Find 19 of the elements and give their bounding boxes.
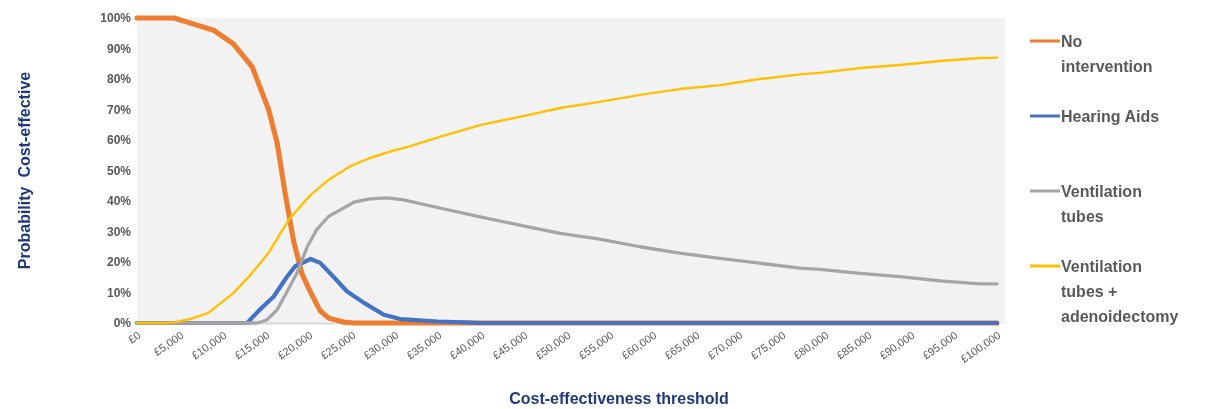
y-tick-label: 100% [100,11,132,26]
y-tick-label: 80% [106,72,132,87]
y-tick-label: 30% [106,224,132,239]
y-tick-label: 40% [106,194,132,209]
x-axis-title: Cost-effectiveness threshold [509,390,729,407]
y-axis-title: Probability Cost-effective [16,71,33,270]
y-tick-label: 20% [106,255,132,270]
legend-label: Ventilation tubes [1061,183,1142,225]
x-tick-label: £0 [125,328,143,346]
legend-label: Ventilation tubes + adenoidectomy [1061,258,1179,325]
legend-label: No intervention [1061,33,1153,75]
line-series [135,196,999,325]
y-tick-label: 0% [113,316,132,331]
y-tick-label: 10% [106,285,132,300]
y-tick-label: 50% [106,163,132,178]
legend-label: Hearing Aids [1061,108,1160,125]
y-tick-label: 90% [106,41,132,56]
y-tick-label: 70% [106,102,132,117]
y-tick-label: 60% [106,133,132,148]
